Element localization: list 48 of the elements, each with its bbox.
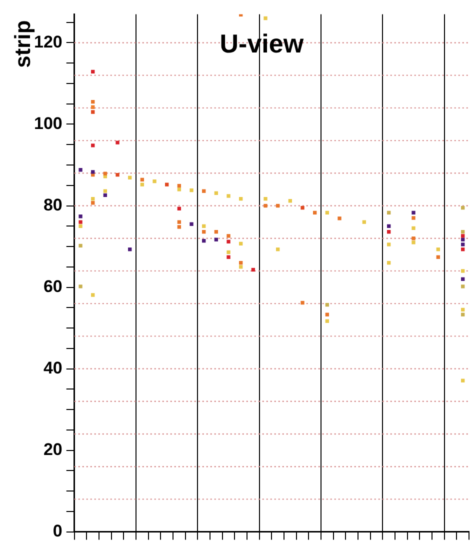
point: [325, 210, 330, 215]
point: [239, 196, 243, 201]
point: [288, 199, 292, 203]
point: [190, 188, 194, 192]
point: [91, 105, 95, 109]
point: [239, 265, 243, 269]
point: [460, 308, 465, 312]
y-tick-label: 120: [34, 32, 62, 52]
point: [226, 234, 230, 238]
point: [460, 312, 465, 316]
point: [226, 194, 230, 198]
y-tick-label: 60: [43, 276, 62, 296]
point: [152, 179, 156, 184]
point: [264, 196, 268, 201]
point: [214, 230, 218, 234]
point: [325, 319, 330, 323]
point: [78, 224, 82, 228]
point: [177, 206, 182, 210]
point: [78, 220, 82, 224]
y-tick-label: 0: [52, 521, 62, 540]
point: [387, 242, 391, 246]
point: [103, 189, 108, 193]
point: [214, 191, 218, 195]
y-axis-title: strip: [10, 20, 36, 68]
point: [387, 260, 391, 265]
point: [91, 100, 95, 104]
point: [226, 250, 230, 254]
point: [436, 255, 440, 259]
point: [387, 230, 391, 234]
point: [436, 248, 440, 252]
y-tick-label: 100: [34, 114, 62, 133]
point: [165, 182, 169, 186]
point: [128, 176, 132, 180]
point: [412, 240, 416, 244]
y-tick-label: 40: [43, 358, 62, 378]
point: [412, 216, 416, 220]
point: [226, 240, 230, 244]
y-tick-label: 20: [43, 440, 62, 459]
point: [460, 234, 465, 238]
point: [362, 220, 366, 224]
y-tick-label: 80: [43, 195, 62, 214]
point: [300, 206, 304, 210]
point: [264, 204, 268, 208]
point: [91, 110, 95, 114]
point: [116, 172, 120, 177]
point: [300, 300, 304, 305]
point: [460, 378, 465, 382]
point: [91, 293, 95, 297]
